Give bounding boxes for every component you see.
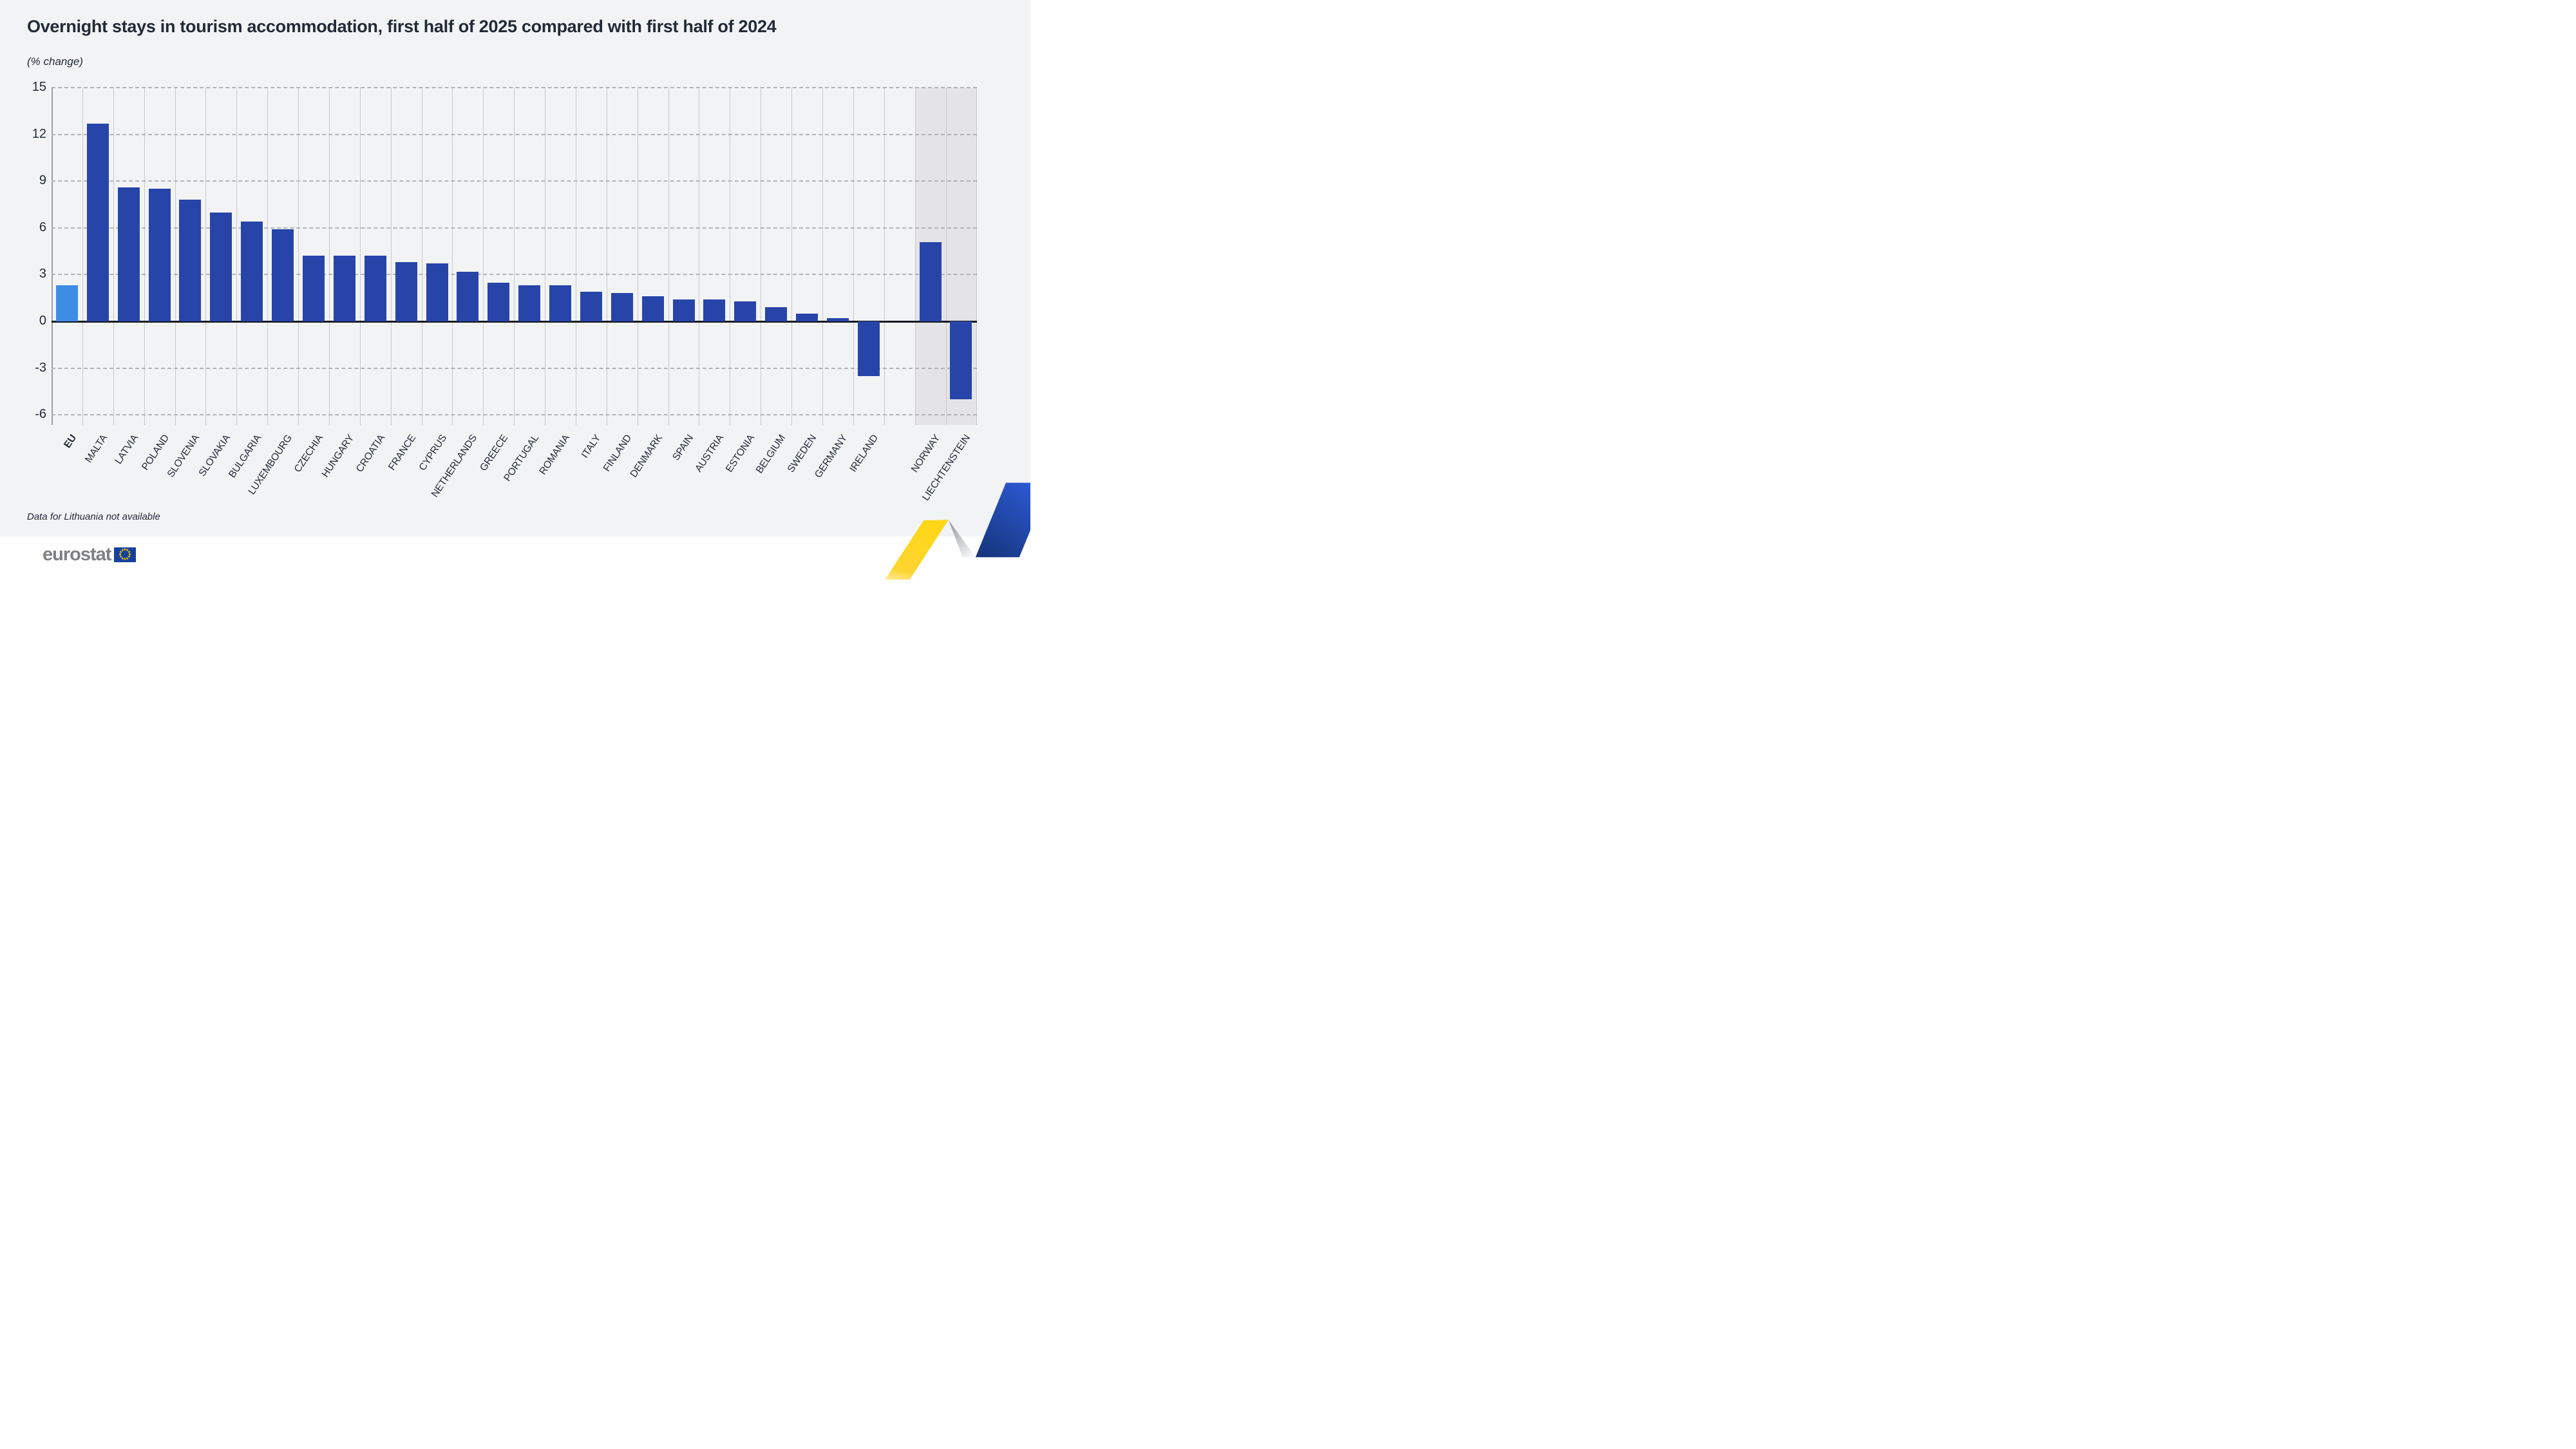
bar <box>302 256 325 321</box>
page-subtitle: (% change) <box>27 55 83 68</box>
bar <box>549 285 572 321</box>
eu-flag-star-icon: ★ <box>124 547 127 552</box>
eu-flag-star-icon: ★ <box>128 549 131 554</box>
bar <box>672 299 695 321</box>
bar <box>580 292 602 321</box>
vertical-gridline <box>884 88 885 425</box>
plot-area: 15 12 9 6 3 0 -3 -6 EU MALTA LATVIA POLAND SLOVENIA S… <box>32 80 978 503</box>
chart-panel <box>0 0 1030 536</box>
bar <box>148 189 171 321</box>
eurostat-logo: eurostat ★ ★ ★ ★ ★ ★ ★ ★ ★ ★ ★ ★ <box>43 544 137 565</box>
vertical-gridline <box>298 88 299 425</box>
ribbon-blue-stripe <box>975 482 1030 558</box>
bar <box>919 242 942 321</box>
bar <box>518 285 541 321</box>
bar <box>241 222 263 321</box>
vertical-gridline <box>390 88 392 425</box>
eu-flag-icon: ★★★★★★★★★★★★ <box>114 547 137 562</box>
horizontal-gridline <box>52 87 977 88</box>
vertical-gridline <box>82 88 83 425</box>
eu-flag-star-icon: ★ <box>124 556 127 561</box>
vertical-gridline <box>267 88 269 425</box>
horizontal-gridline <box>52 133 977 135</box>
bar <box>796 313 819 321</box>
zero-axis-line <box>52 320 977 323</box>
eu-flag-star-icon: ★ <box>128 554 131 559</box>
vertical-gridline <box>175 88 176 425</box>
bar <box>488 282 510 321</box>
bar <box>641 296 664 321</box>
bar <box>857 321 880 376</box>
vertical-gridline <box>914 88 916 425</box>
horizontal-gridline <box>52 414 977 416</box>
eu-flag-star-icon: ★ <box>121 548 124 553</box>
bar <box>179 200 202 321</box>
vertical-gridline <box>113 88 114 425</box>
vertical-gridline <box>853 88 854 425</box>
eu-flag-star-icon: ★ <box>119 549 122 554</box>
eu-flag-star-icon: ★ <box>119 554 122 559</box>
footnote: Data for Lithuania not available <box>27 511 160 522</box>
eu-flag-star-icon: ★ <box>126 556 129 560</box>
bar <box>950 321 972 399</box>
vertical-gridline <box>514 88 515 425</box>
horizontal-gridline <box>52 274 977 276</box>
eu-flag-star-icon: ★ <box>121 556 124 560</box>
vertical-gridline <box>144 88 145 425</box>
bar <box>826 318 849 321</box>
vertical-gridline <box>976 88 978 425</box>
vertical-gridline <box>668 88 669 425</box>
vertical-gridline <box>205 88 207 425</box>
vertical-gridline <box>452 88 453 425</box>
eu-flag-star-icon: ★ <box>128 552 131 556</box>
y-axis-line <box>52 88 53 425</box>
horizontal-gridline <box>52 227 977 229</box>
ribbon-decoration-icon <box>885 482 1030 580</box>
ribbon-silver-fold <box>948 520 976 558</box>
bar <box>457 271 479 321</box>
y-axis-tick-label: 6 <box>39 220 46 234</box>
horizontal-gridline <box>52 180 977 182</box>
bar <box>364 256 386 321</box>
horizontal-gridline <box>52 367 977 369</box>
bar-eu <box>55 285 78 321</box>
bar <box>734 301 757 321</box>
vertical-gridline <box>483 88 484 425</box>
footer-band <box>0 536 1030 580</box>
eurostat-logo-text: eurostat <box>43 544 111 565</box>
bar <box>395 262 417 321</box>
y-axis-tick-label: 9 <box>39 173 46 188</box>
vertical-gridline <box>328 88 330 425</box>
ribbon-yellow-stripe <box>885 520 949 580</box>
y-axis-tick-label: 12 <box>32 126 46 141</box>
bar <box>765 307 788 321</box>
eurostat-chart-page: Overnight stays in tourism accommodation… <box>0 0 1030 580</box>
vertical-gridline <box>236 88 238 425</box>
vertical-gridline <box>945 88 947 425</box>
y-axis-tick-label: 0 <box>39 314 46 328</box>
vertical-gridline <box>359 88 361 425</box>
bar <box>611 293 633 321</box>
bar <box>210 212 232 321</box>
y-axis-tick-label: 3 <box>39 267 46 281</box>
vertical-gridline <box>791 88 793 425</box>
bar <box>117 187 140 321</box>
eu-flag-star-icon: ★ <box>118 552 122 556</box>
y-axis-tick-label: -3 <box>35 360 46 375</box>
eu-flag-star-icon: ★ <box>126 548 129 553</box>
y-axis-tick-label: -6 <box>35 407 46 422</box>
bar <box>703 299 726 321</box>
bar <box>272 229 294 321</box>
bar <box>333 256 355 321</box>
y-axis-tick-label: 15 <box>32 80 46 94</box>
bar <box>426 263 448 321</box>
bar <box>86 123 109 321</box>
vertical-gridline <box>822 88 823 425</box>
page-title: Overnight stays in tourism accommodation… <box>27 17 777 36</box>
